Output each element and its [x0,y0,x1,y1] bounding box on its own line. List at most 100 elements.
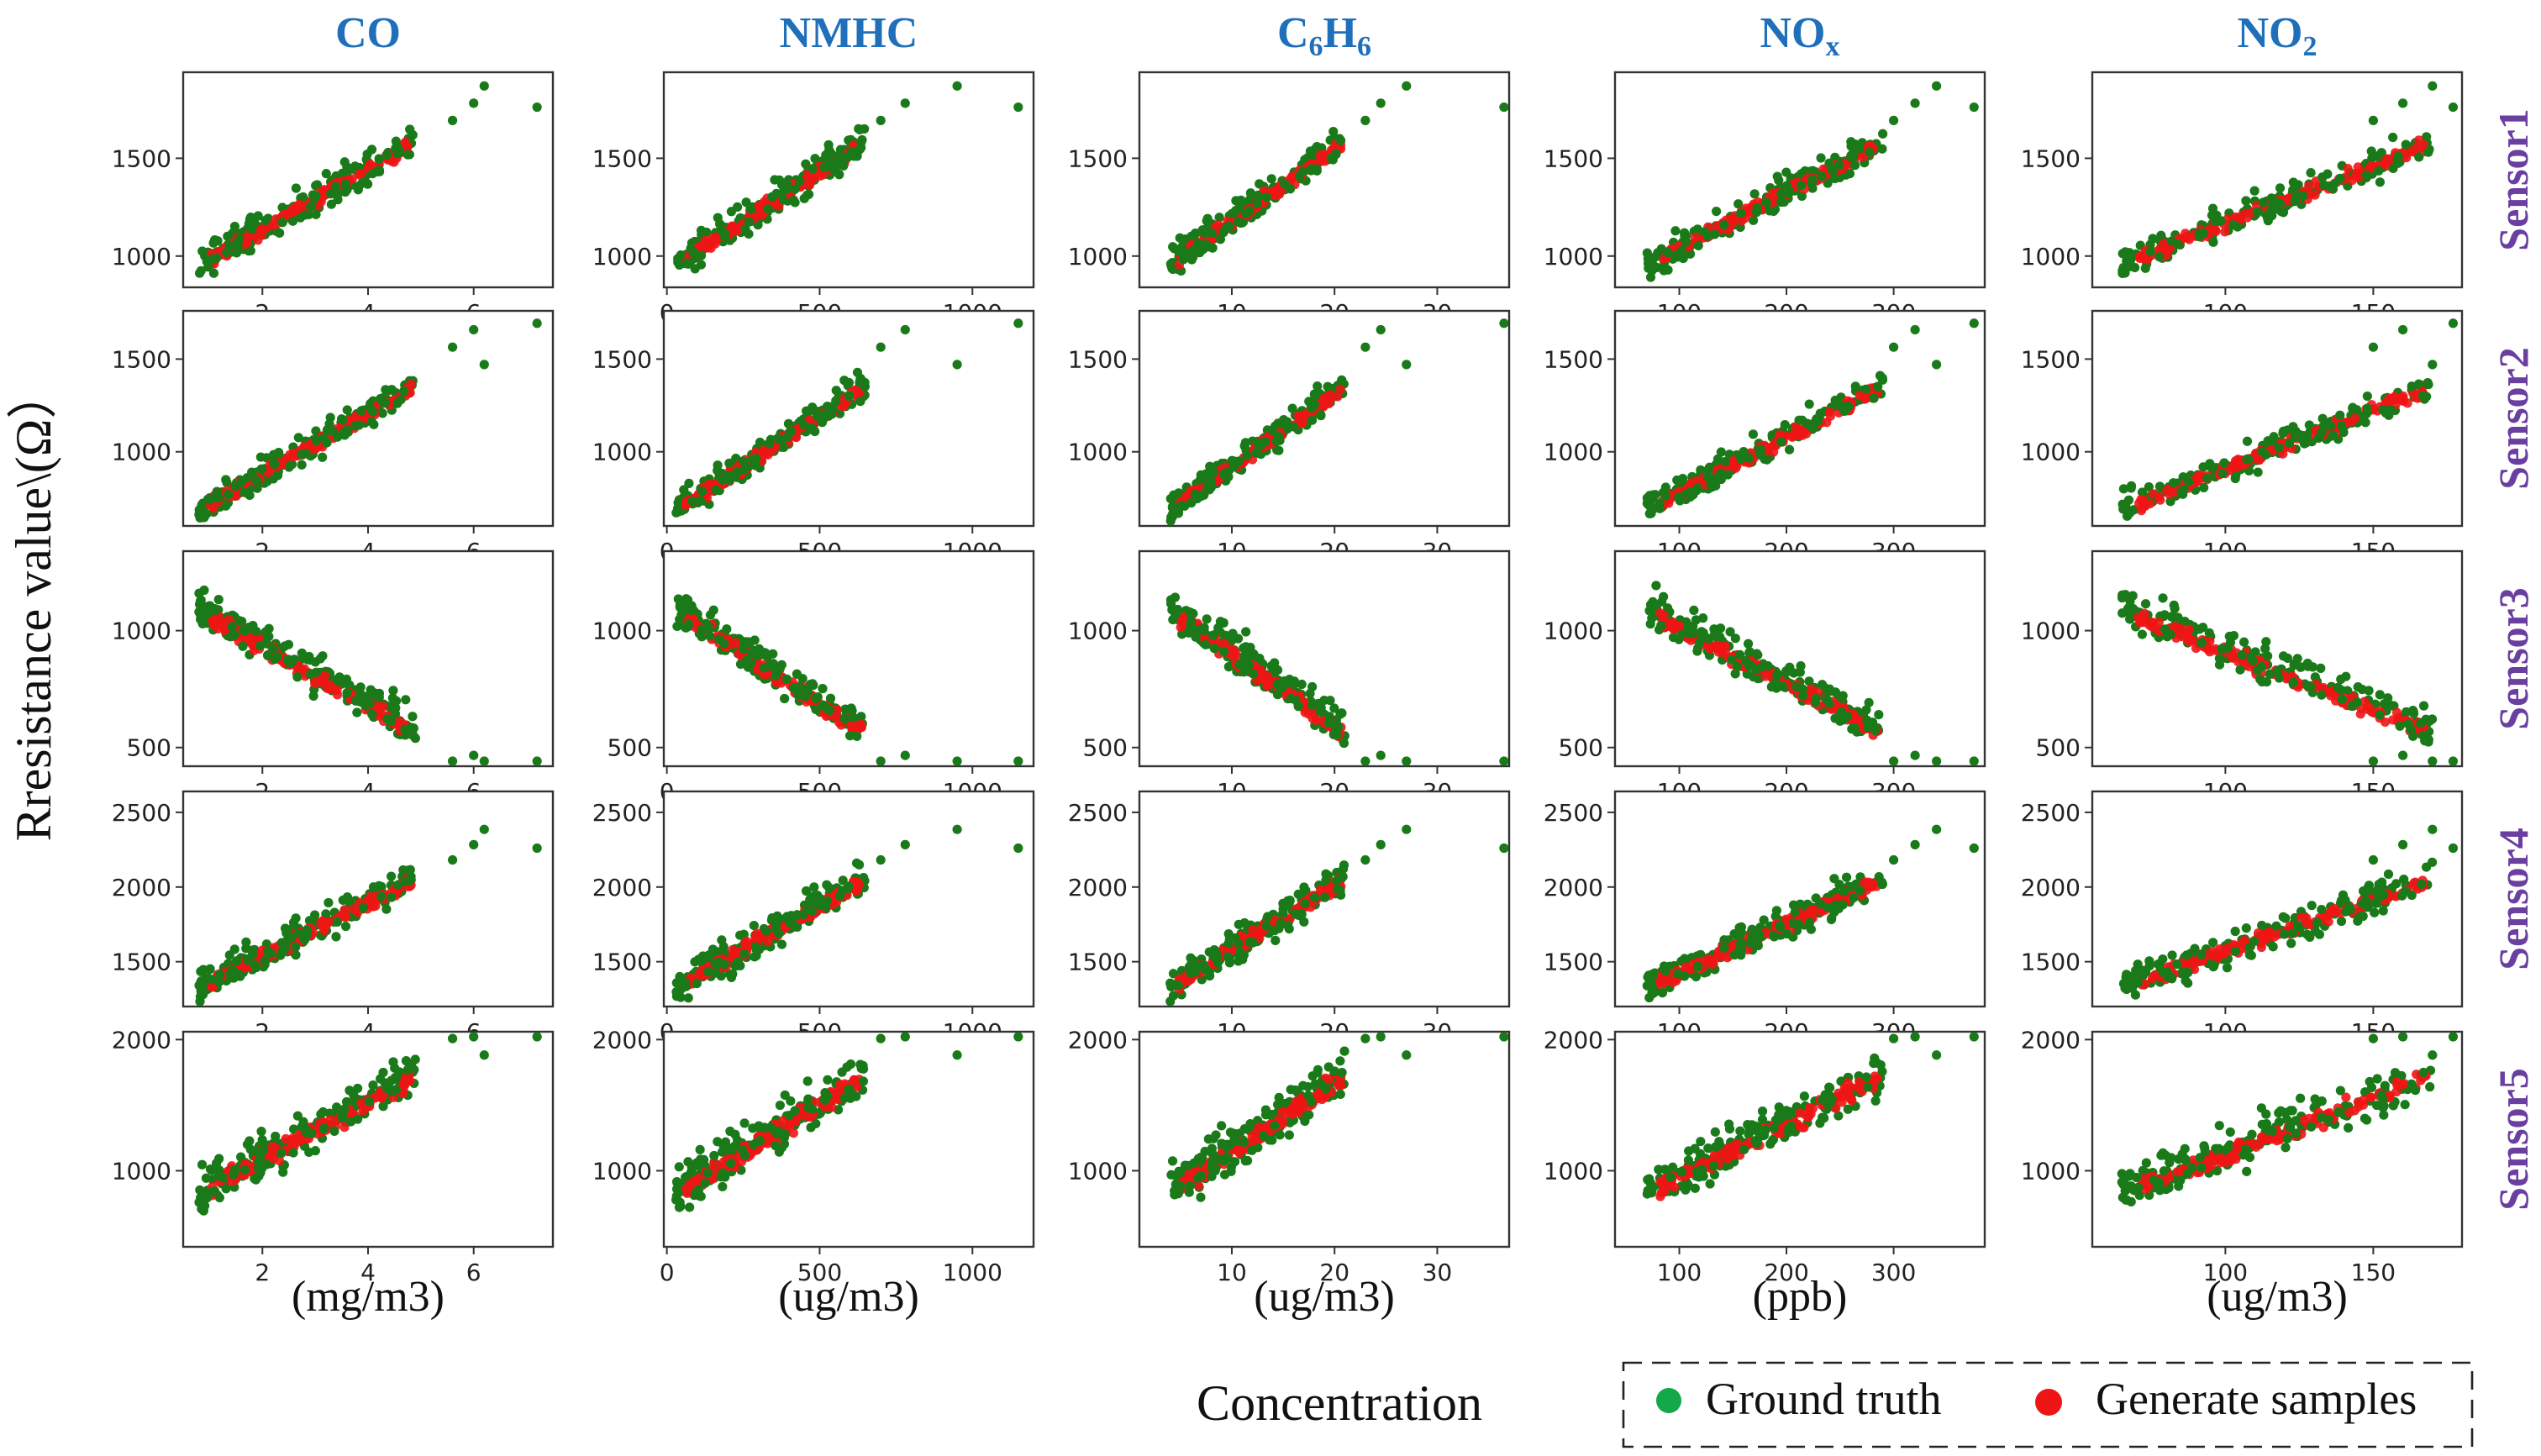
ground-truth-point [1804,399,1814,409]
ground-truth-point [1170,592,1181,602]
ground-truth-point [1719,220,1729,230]
ground-truth-point [2208,237,2218,247]
ground-truth-point [2361,408,2372,418]
ground-truth-point [1772,670,1782,680]
ground-truth-point [2194,232,2204,242]
column-title-no2: NO2 [2238,9,2317,62]
ground-truth-point [697,486,708,497]
ground-truth-point [2275,198,2286,208]
ground-truth-point [1869,393,1879,403]
ground-truth-point [2368,342,2378,352]
y-tick-label: 1000 [592,439,652,466]
ground-truth-point [275,228,285,238]
row-label-sensor3: Sensor3 [2490,587,2537,729]
ground-truth-point [2316,663,2326,673]
ground-truth-point [269,458,279,468]
ground-truth-point [781,674,792,684]
ground-truth-point [260,215,271,226]
generated-sample-point [805,180,815,190]
ground-truth-point [1739,446,1749,457]
generated-sample-point [2148,489,2158,499]
ground-truth-point [196,614,206,624]
ground-truth-point [1261,192,1271,202]
ground-truth-point [2362,391,2372,402]
ground-truth-point [767,192,777,202]
ground-truth-point [811,704,821,715]
ground-truth-point [321,169,331,179]
ground-truth-point [770,175,780,185]
ground-truth-point [1266,661,1276,671]
ground-truth-point [2241,196,2251,206]
ground-truth-point [855,124,865,135]
ground-truth-point [1736,208,1746,218]
ground-truth-point [819,162,829,172]
ground-truth-point [374,692,384,702]
ground-truth-point [1846,137,1856,147]
ground-truth-point [1013,756,1023,766]
ground-truth-point [840,704,850,714]
ground-truth-point [197,507,207,518]
generated-sample-point [1674,621,1684,631]
ground-truth-point [819,412,829,422]
ground-truth-point [1676,245,1686,255]
generated-sample-point [2211,226,2221,236]
ground-truth-point [704,631,715,641]
ground-truth-point [387,716,397,726]
y-tick-label: 1500 [1544,145,1603,172]
ground-truth-point [2274,443,2284,453]
ground-truth-point [2238,637,2249,647]
ground-truth-point [876,115,886,125]
ground-truth-point [1781,181,1791,191]
ground-truth-point [2360,418,2370,428]
y-tick-label: 1000 [592,618,652,645]
generated-sample-point [727,221,737,231]
ground-truth-point [1660,491,1670,501]
ground-truth-point [2368,115,2378,125]
ground-truth-point [1678,473,1688,484]
ground-truth-point [1888,115,1899,125]
ground-truth-point [1688,628,1698,639]
y-tick-label: 1000 [592,243,652,271]
ground-truth-point [1324,717,1334,728]
ground-truth-point [1910,324,1920,335]
ground-truth-point [532,102,542,113]
ground-truth-point [1234,660,1244,670]
y-tick-label: 1000 [112,618,171,645]
ground-truth-point [1360,756,1370,766]
ground-truth-point [760,663,770,673]
ground-truth-point [822,703,832,713]
ground-truth-point [311,181,321,191]
ground-truth-point [1244,206,1255,216]
ground-truth-point [1186,617,1196,627]
ground-truth-point [1207,228,1217,239]
ground-truth-point [1499,756,1509,766]
generated-sample-point [406,379,416,389]
ground-truth-point [1693,240,1703,250]
ground-truth-point [1686,487,1696,497]
panel-sensor1-nox: 10001500100200300 [1544,71,1986,327]
ground-truth-point [1653,248,1663,258]
ground-truth-point [1286,693,1296,704]
ground-truth-point [1761,197,1771,208]
y-tick-label: 1000 [1544,439,1603,466]
ground-truth-point [1209,644,1219,654]
ground-truth-point [1202,614,1212,624]
ground-truth-point [2253,467,2263,477]
panel-sensor3-nox: 5001000100200300 [1544,549,1986,806]
ground-truth-point [1774,176,1784,186]
generated-sample-point [329,685,340,695]
ground-truth-point [2169,600,2179,610]
ground-truth-point [1679,228,1690,238]
ground-truth-point [713,213,723,223]
y-tick-label: 1500 [592,345,652,373]
ground-truth-point [292,672,302,682]
ground-truth-point [1763,661,1773,671]
ground-truth-point [876,342,886,352]
ground-truth-point [2398,750,2408,760]
ground-truth-point [2423,380,2433,390]
ground-truth-point [297,648,307,659]
ground-truth-point [1649,261,1660,271]
y-tick-label: 1000 [1068,618,1128,645]
ground-truth-point [380,398,390,408]
